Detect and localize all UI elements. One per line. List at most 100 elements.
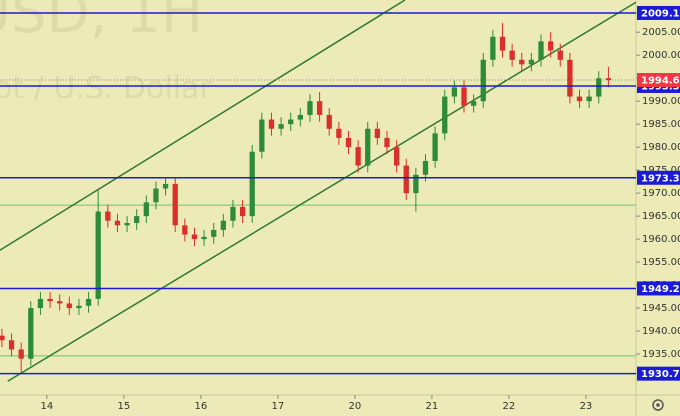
level-label-box [637,170,680,185]
y-tick-label: 2005.00 [642,27,680,38]
candle-body [355,147,361,166]
plot-area [0,0,636,382]
y-tick-label: 1955.00 [642,257,680,268]
candle-body [8,340,15,350]
candle-body [47,298,53,302]
x-tick-label: 17 [272,401,285,412]
candle-body [18,349,24,359]
x-tick-label: 14 [40,401,53,412]
candle-body [143,202,149,217]
candle-body [557,50,563,60]
candle-body [490,36,496,60]
candle-body [162,183,169,189]
candle-body [470,101,477,106]
x-tick-label: 21 [426,401,439,412]
level-label-box [637,5,680,20]
candle-body [442,96,448,134]
candle-body [413,174,419,194]
candle-body [249,151,255,217]
candle-body [0,335,5,341]
candle-body [461,87,467,106]
candle-body [182,225,188,235]
level-label: 1949.27 [641,284,680,295]
candle-body [37,298,44,309]
last-price-box [637,73,680,88]
y-tick-label: 1990.00 [642,96,680,107]
candle-body [153,188,159,203]
level-label-box [637,281,680,296]
y-tick-label: 1985.00 [642,119,680,130]
x-tick-label: 15 [117,401,130,412]
y-tick-label: 1960.00 [642,234,680,245]
level-label: 1973.34 [641,173,680,184]
y-tick-label: 2000.00 [642,50,680,61]
candle-body [230,206,236,221]
candle-body [567,59,573,97]
candle-body [422,160,429,175]
settings-button[interactable] [652,399,664,411]
candle-body [57,301,63,304]
x-tick-label: 23 [580,401,593,412]
last-price-label: 1994.60 [641,76,680,87]
candle-body [605,78,612,81]
candle-body [114,220,121,226]
x-tick-label: 16 [195,401,208,412]
candle-body [28,308,34,359]
candle-body [297,114,303,120]
candle-body [336,128,342,138]
y-tick-label: 1935.00 [642,349,680,360]
candle-body [519,59,525,65]
y-tick-label: 1945.00 [642,303,680,314]
candle-body [268,119,275,129]
candle-body [259,119,265,152]
candle-body [211,229,217,237]
candle-body [393,147,400,166]
candle-body [499,36,506,51]
candle-body [576,96,583,102]
candle-body [432,133,438,161]
candle-body [374,128,381,138]
candle-body [124,223,130,226]
trend-line [0,0,406,251]
level-label-box [637,366,680,381]
candle-body [105,211,111,221]
watermark: USD, 1H [0,0,203,46]
candle-body [509,50,515,60]
candle-body [316,101,323,115]
level-label: 1930.74 [641,369,680,380]
candle-body [220,220,226,230]
candle-body [451,87,458,97]
y-tick-label: 1940.00 [642,326,680,337]
candle-body [384,137,390,148]
candle-body [480,59,486,102]
candle-body [288,119,294,125]
y-tick-label: 1975.00 [642,165,680,176]
candle-body [403,165,409,194]
candle-body [547,41,554,51]
candle-body [278,124,284,129]
candle-body [191,234,198,240]
candle-body [528,59,535,65]
y-tick-label: 1965.00 [642,211,680,222]
watermark-subtitle: ot / U.S. Dollar [0,71,212,106]
candle-body [538,41,544,60]
x-tick-label: 20 [349,401,362,412]
level-label: 2009.18 [641,8,680,19]
x-tick-label: 22 [503,401,516,412]
candle-body [201,236,207,240]
candle-body [365,128,371,166]
candle-body [172,183,178,226]
y-tick-label: 1970.00 [642,188,680,199]
candle-body [586,96,592,102]
candle-body [66,303,72,309]
candle-body [85,298,92,306]
candle-body [95,211,101,299]
candle-body [239,206,246,217]
candle-body [326,114,332,129]
candle-body [134,216,140,224]
candle-body [76,305,82,309]
candle-body [345,137,352,148]
plot-content [0,0,636,382]
candle-body [307,101,313,115]
